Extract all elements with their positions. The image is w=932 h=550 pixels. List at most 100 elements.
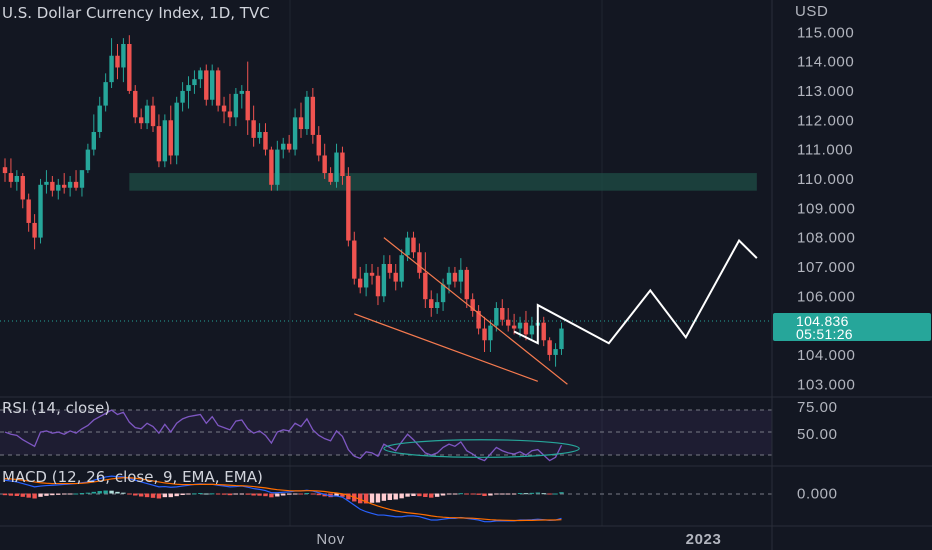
candle: [109, 38, 114, 88]
candle-body: [417, 252, 422, 273]
wedge-upper-line[interactable]: [383, 237, 568, 385]
macd-histogram-bar: [470, 493, 475, 495]
candle-body: [67, 181, 73, 188]
candle-body: [210, 70, 215, 100]
support-zone-rect[interactable]: [129, 173, 757, 191]
candle-body: [14, 176, 20, 182]
time-tick-label: Nov: [316, 531, 344, 548]
candle: [529, 316, 535, 341]
candle-body: [541, 322, 546, 341]
macd-histogram-bar: [476, 493, 481, 495]
candle-body: [506, 319, 511, 326]
candle-body: [56, 184, 61, 191]
macd-histogram-bar: [334, 493, 339, 497]
candle: [328, 167, 333, 185]
macd-histogram-bar: [553, 493, 558, 495]
time-axis[interactable]: Nov 2023: [316, 531, 721, 548]
macd-histogram-bar: [115, 491, 120, 494]
candle-body: [494, 308, 499, 326]
candle-body: [375, 275, 381, 297]
candle-body: [150, 105, 156, 127]
candle: [381, 255, 387, 303]
last-price-tag: 104.836 05:51:26: [773, 313, 931, 342]
macd-histogram-bar: [340, 493, 345, 497]
candle: [20, 173, 25, 209]
last-price-value: 104.836: [796, 313, 849, 329]
candle-body: [38, 184, 43, 238]
macd-histogram-bar: [32, 493, 37, 499]
macd-histogram-bar: [434, 493, 440, 497]
candle: [494, 302, 499, 332]
candle: [32, 214, 37, 250]
candle-body: [500, 308, 505, 320]
candle-body: [517, 322, 523, 329]
falling-wedge[interactable]: [354, 237, 568, 385]
macd-histogram-bar: [2, 493, 8, 496]
macd-histogram-bar: [488, 493, 493, 496]
rsi-title: RSI (14, close): [2, 399, 110, 417]
macd-histogram-bar: [529, 492, 535, 494]
candle: [62, 173, 67, 194]
candle-body: [127, 44, 132, 91]
macd-histogram-bar: [121, 492, 126, 494]
candle-body: [381, 264, 387, 297]
candle-body: [251, 120, 256, 138]
candle: [257, 123, 262, 144]
candle-body: [482, 328, 487, 341]
price-tick-label: 107.000: [797, 259, 855, 276]
wedge-lower-line[interactable]: [354, 313, 539, 382]
candle: [417, 243, 422, 279]
support-zone[interactable]: [129, 173, 757, 191]
candle-body: [62, 184, 67, 188]
candle-body: [26, 199, 31, 223]
candle: [14, 170, 20, 191]
candle: [233, 88, 239, 127]
candle: [221, 96, 227, 124]
candle-body: [103, 82, 108, 106]
candle: [482, 316, 487, 352]
rsi-ellipse[interactable]: [383, 439, 580, 458]
macd-histogram-bar: [67, 493, 73, 495]
candle-body: [452, 272, 458, 282]
candle-body: [227, 111, 233, 118]
macd-histogram-bar: [156, 493, 162, 499]
candle-body: [144, 105, 150, 124]
candle: [310, 88, 316, 144]
candle-body: [434, 302, 440, 308]
projection-line[interactable]: [513, 238, 758, 345]
candle-body: [198, 70, 203, 80]
candle-body: [405, 237, 410, 256]
candle: [91, 114, 96, 156]
candle-body: [369, 272, 375, 276]
candle-body: [269, 149, 274, 185]
rsi-tick-label: 75.00: [797, 399, 838, 416]
macd-histogram-bar: [144, 493, 150, 498]
rsi-ellipse-shape[interactable]: [383, 439, 580, 458]
macd-histogram-bar: [304, 493, 310, 495]
candle-body: [429, 299, 434, 308]
macd-histogram-bar: [227, 493, 233, 496]
candle-body: [399, 255, 404, 282]
candle: [215, 67, 221, 112]
candle-body: [8, 173, 14, 182]
macd-histogram-bar: [316, 493, 321, 496]
macd-histogram-bar: [458, 493, 464, 495]
candle: [67, 176, 73, 197]
price-tick-label: 109.000: [797, 200, 855, 217]
macd-histogram-bar: [180, 493, 185, 496]
candle-body: [523, 322, 529, 335]
macd-histogram-bar: [251, 493, 256, 496]
candle-body: [286, 143, 292, 150]
candle: [346, 167, 351, 247]
candle: [210, 64, 215, 106]
candle-body: [411, 237, 416, 253]
rsi-axis[interactable]: 75.00 50.00: [797, 399, 838, 443]
macd-histogram-bar: [62, 493, 67, 495]
macd-axis[interactable]: 0.000: [797, 486, 838, 503]
projection-path[interactable]: [513, 238, 758, 345]
macd-title: MACD (12, 26, close, 9, EMA, EMA): [2, 468, 263, 486]
macd-histogram-bar: [56, 493, 61, 495]
candle-body: [393, 272, 398, 282]
macd-histogram-bar: [275, 493, 280, 497]
